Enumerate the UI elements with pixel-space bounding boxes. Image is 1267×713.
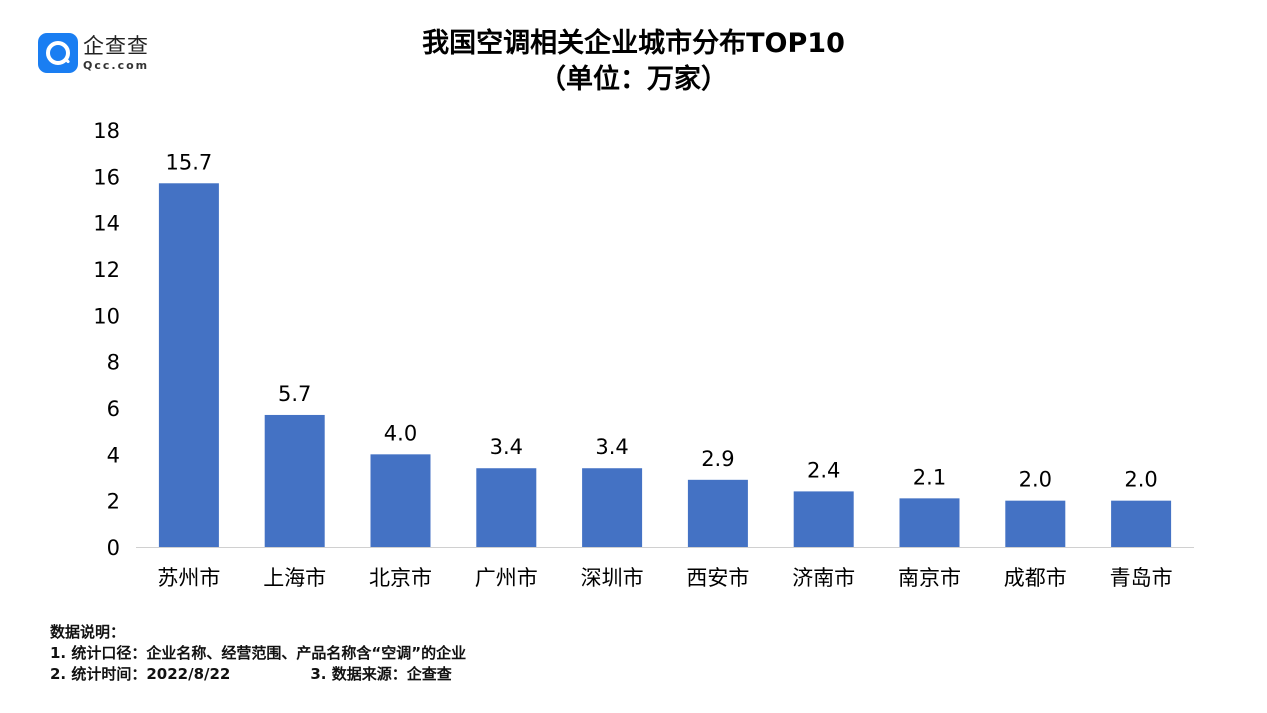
bar — [264, 414, 325, 547]
bar — [899, 498, 960, 547]
data-label: 2.4 — [807, 458, 840, 482]
notes-heading: 数据说明： — [50, 623, 126, 641]
data-label: 3.4 — [490, 435, 523, 459]
data-label: 2.1 — [913, 465, 946, 489]
bar — [476, 468, 537, 547]
bar — [793, 491, 854, 547]
y-tick-label: 0 — [107, 536, 120, 560]
x-tick-label: 广州市 — [475, 566, 538, 590]
y-tick-label: 12 — [93, 258, 120, 282]
x-tick-label: 北京市 — [369, 566, 432, 590]
bar — [582, 468, 643, 547]
data-label: 2.0 — [1019, 468, 1052, 492]
data-label: 2.9 — [701, 447, 734, 471]
y-tick-label: 6 — [107, 397, 120, 421]
data-label: 4.0 — [384, 421, 417, 445]
y-tick-label: 10 — [93, 304, 120, 328]
notes-line-2a: 2. 统计时间：2022/8/22 — [50, 665, 231, 683]
chart-subtitle: （单位：万家） — [539, 64, 728, 95]
x-tick-label: 深圳市 — [581, 566, 644, 590]
bar — [158, 183, 219, 548]
y-tick-label: 16 — [93, 165, 120, 189]
x-tick-label: 青岛市 — [1110, 566, 1173, 590]
chart-title: 我国空调相关企业城市分布TOP10 — [422, 28, 845, 59]
bar — [1111, 500, 1172, 547]
y-tick-label: 2 — [107, 490, 120, 514]
data-label: 2.0 — [1124, 468, 1157, 492]
logo-domain: Qcc.com — [83, 58, 150, 72]
bar — [1005, 500, 1066, 547]
y-tick-label: 4 — [107, 443, 120, 467]
notes-line-1: 1. 统计口径：企业名称、经营范围、产品名称含“空调”的企业 — [50, 644, 467, 662]
x-tick-label: 苏州市 — [157, 566, 220, 590]
data-label: 5.7 — [278, 382, 311, 406]
logo-name: 企查查 — [83, 33, 149, 58]
y-tick-label: 18 — [93, 119, 120, 143]
data-notes: 数据说明： 1. 统计口径：企业名称、经营范围、产品名称含“空调”的企业 2. … — [50, 622, 466, 685]
notes-line-2b: 3. 数据来源：企查查 — [310, 665, 452, 683]
x-tick-label: 成都市 — [1004, 566, 1067, 590]
bar — [370, 454, 431, 547]
bar — [687, 479, 748, 547]
data-label: 3.4 — [595, 435, 628, 459]
data-label: 15.7 — [166, 150, 213, 174]
chart-title-block: 我国空调相关企业城市分布TOP10 （单位：万家） — [0, 26, 1267, 98]
qcc-logo-icon — [38, 33, 78, 73]
y-tick-label: 14 — [93, 212, 120, 236]
x-tick-label: 西安市 — [686, 566, 749, 590]
logo: 企查查 Qcc.com — [38, 33, 149, 73]
x-tick-label: 上海市 — [263, 566, 326, 590]
x-tick-label: 南京市 — [898, 566, 961, 590]
x-tick-label: 济南市 — [792, 566, 855, 590]
y-tick-label: 8 — [107, 351, 120, 375]
